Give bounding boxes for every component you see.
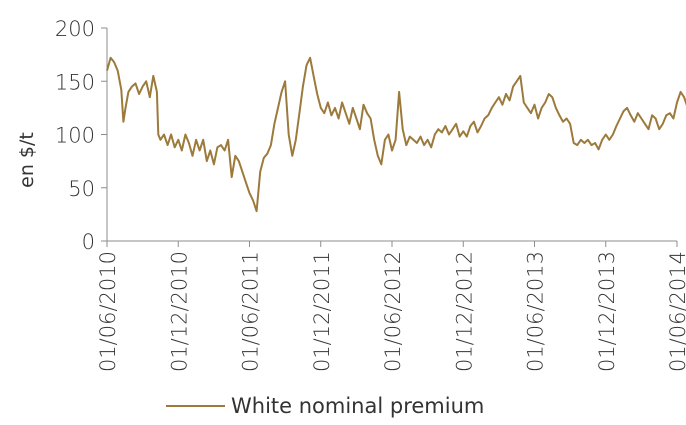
legend: White nominal premium	[166, 394, 484, 418]
y-tick-label: 0	[82, 230, 95, 254]
y-tick-label: 50	[68, 177, 95, 201]
x-tick-label: 01/06/2011	[239, 251, 263, 372]
y-axis: 0 50 100 150 200	[55, 17, 108, 254]
x-tick-label: 01/12/2013	[595, 251, 619, 372]
x-tick-label: 01/12/2011	[310, 251, 334, 372]
y-axis-title: en $/t	[16, 132, 38, 188]
x-tick-label: 01/06/2013	[524, 251, 548, 372]
x-axis: 01/06/2010 01/12/2010 01/06/2011 01/12/2011…	[96, 240, 686, 372]
x-tick-label: 01/12/2010	[167, 251, 191, 372]
series-line	[106, 56, 686, 213]
y-tick-label: 150	[55, 70, 95, 94]
legend-label: White nominal premium	[231, 394, 484, 418]
x-tick-label: 01/12/2012	[452, 251, 476, 372]
y-tick-label: 200	[55, 17, 95, 41]
x-tick-label: 01/06/2010	[96, 251, 120, 372]
x-tick-label: 01/06/2012	[381, 251, 405, 372]
x-tick-label: 01/06/2014	[666, 251, 686, 372]
series-layer	[106, 56, 686, 213]
y-tick-label: 100	[55, 124, 95, 148]
